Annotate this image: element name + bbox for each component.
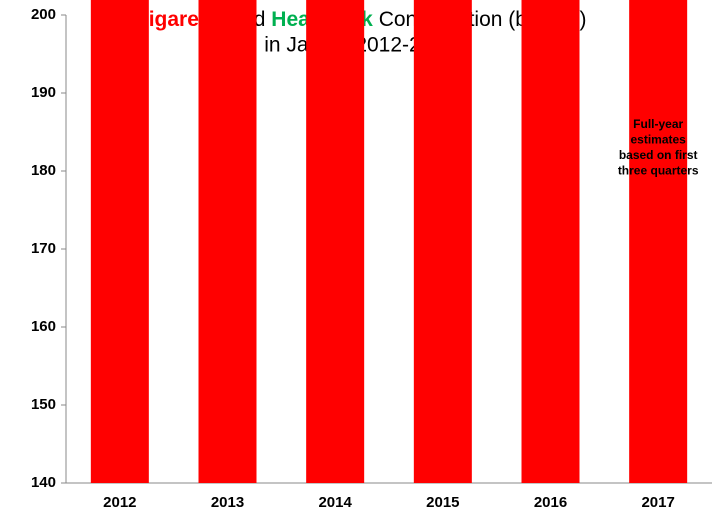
x-tick-label: 2017 — [641, 494, 674, 511]
x-tick-label: 2013 — [211, 494, 244, 511]
annotation: Full-year — [633, 117, 683, 131]
x-tick-label: 2015 — [426, 494, 459, 511]
y-tick-label: 150 — [31, 396, 56, 413]
x-tick-label: 2014 — [318, 494, 352, 511]
y-tick-label: 190 — [31, 84, 56, 101]
bar-segment — [629, 0, 688, 483]
y-tick-label: 200 — [31, 6, 56, 23]
y-tick-label: 170 — [31, 240, 56, 257]
annotation: based on first — [619, 148, 698, 162]
y-tick-label: 180 — [31, 162, 56, 179]
annotation: estimates — [630, 133, 686, 147]
x-tick-label: 2016 — [534, 494, 567, 511]
x-tick-label: 2012 — [103, 494, 136, 511]
bar-segment — [306, 0, 365, 483]
bar-segment — [413, 0, 472, 484]
y-tick-label: 160 — [31, 318, 56, 335]
bar-segment — [521, 0, 580, 483]
annotation: three quarters — [618, 164, 699, 178]
bar-segment — [198, 0, 257, 483]
y-tick-label: 140 — [31, 474, 56, 491]
bar-segment — [90, 0, 149, 483]
